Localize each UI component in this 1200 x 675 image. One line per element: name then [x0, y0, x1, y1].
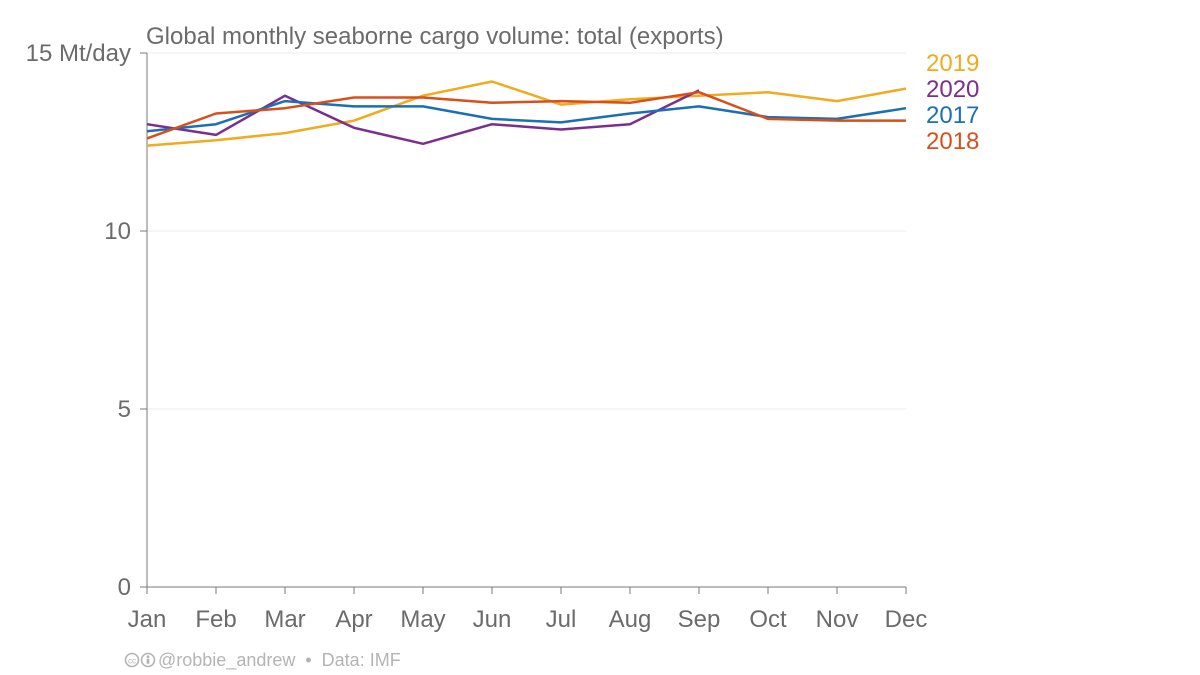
legend-item-2018: 2018 — [926, 128, 979, 155]
x-tick-label: Jan — [128, 606, 167, 633]
x-tick-label: Oct — [749, 606, 787, 633]
legend-item-2019: 2019 — [926, 50, 979, 77]
x-tick-label: Feb — [195, 606, 236, 633]
axes: 0 5 10 15 Mt/day Jan Feb Mar Apr May Jun Jul Aug Sep… — [26, 40, 928, 633]
x-tick-label: Jun — [473, 606, 512, 633]
y-tick-label: 15 Mt/day — [26, 40, 131, 67]
x-tick-label: Dec — [885, 606, 928, 633]
legend-item-2017: 2017 — [926, 102, 979, 129]
y-tick-label: 10 — [104, 218, 131, 245]
y-tick-label: 0 — [118, 574, 131, 601]
gridlines — [147, 52, 906, 410]
chart-title: Global monthly seaborne cargo volume: to… — [146, 23, 724, 50]
x-tick-label: Mar — [264, 606, 305, 633]
cc-icon: cc — [124, 650, 158, 671]
series-line-2019 — [146, 80, 907, 147]
x-tick-label: Apr — [335, 606, 372, 633]
x-tick-label: Aug — [609, 606, 652, 633]
series-line-2018 — [146, 90, 906, 140]
credit-handle: @robbie_andrew — [158, 650, 296, 670]
series-line-2020 — [146, 89, 700, 146]
x-tick-label: Jul — [546, 606, 577, 633]
legend-item-2020: 2020 — [926, 76, 979, 103]
svg-text:cc: cc — [128, 657, 136, 666]
y-tick-label: 5 — [118, 396, 131, 423]
x-tick-label: Sep — [678, 606, 721, 633]
credit-line: cc @robbie_andrew • Data: IMF — [124, 650, 401, 671]
series-lines — [146, 80, 907, 147]
x-tick-label: May — [400, 606, 445, 633]
series-line-2017 — [146, 99, 907, 133]
credit-source: Data: IMF — [321, 650, 401, 670]
x-tick-label: Nov — [816, 606, 859, 633]
credit-separator: • — [305, 650, 312, 670]
